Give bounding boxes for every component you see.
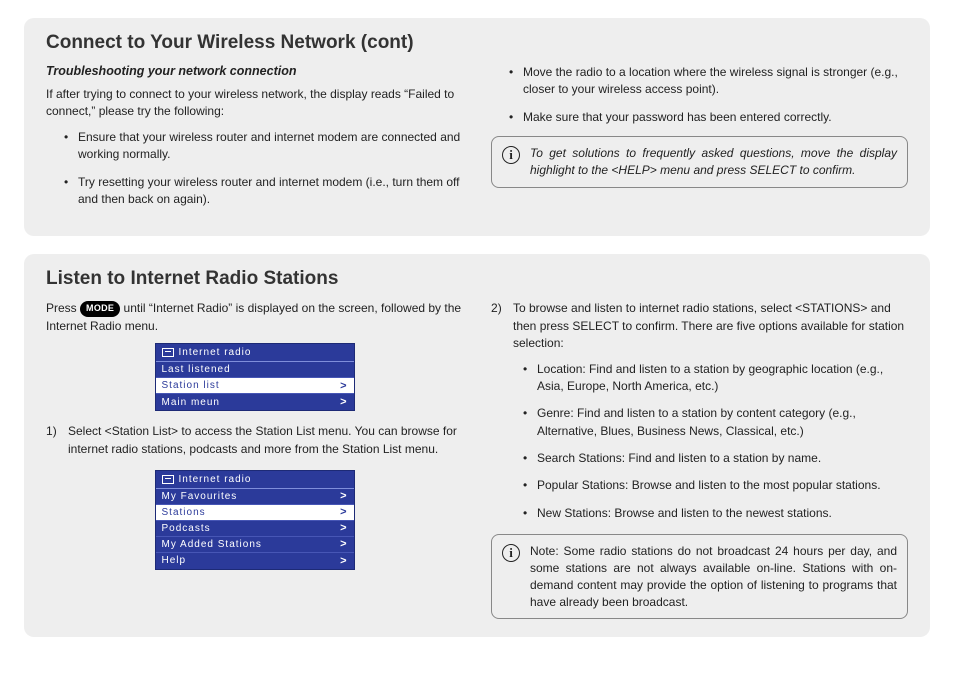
- radio-row-label: Podcasts: [162, 523, 211, 534]
- chevron-right-icon: >: [340, 506, 347, 518]
- list-item: Try resetting your wireless router and i…: [64, 174, 463, 209]
- chevron-right-icon: >: [340, 396, 347, 408]
- radio-menu-row: Main meun >: [156, 394, 354, 410]
- station-options-list: Location: Find and listen to a station b…: [513, 361, 908, 523]
- list-item: Move the radio to a location where the w…: [509, 64, 908, 99]
- radio-screen-2: Internet radio My Favourites>Stations>Po…: [155, 470, 355, 570]
- section-heading: Listen to Internet Radio Stations: [46, 268, 908, 290]
- radio-row-label: My Added Stations: [162, 539, 262, 550]
- menu-icon: [162, 475, 174, 484]
- press-pre: Press: [46, 301, 80, 315]
- radio-screen-header: Internet radio: [156, 471, 354, 489]
- steps-list-right: To browse and listen to internet radio s…: [491, 300, 908, 522]
- two-column-layout: Press MODE until “Internet Radio” is dis…: [46, 300, 908, 619]
- radio-row-label: My Favourites: [162, 491, 238, 502]
- radio-row-label: Help: [162, 555, 187, 566]
- info-icon: i: [502, 544, 520, 562]
- step-1: Select <Station List> to access the Stat…: [46, 423, 463, 458]
- troubleshoot-left-list: Ensure that your wireless router and int…: [46, 129, 463, 209]
- menu-icon: [162, 348, 174, 357]
- step-2-intro: To browse and listen to internet radio s…: [513, 301, 904, 350]
- info-text: Note: Some radio stations do not broadca…: [530, 543, 897, 610]
- radio-screen-header: Internet radio: [156, 344, 354, 362]
- radio-menu-row: My Favourites >: [156, 489, 354, 505]
- section-network: Connect to Your Wireless Network (cont) …: [24, 18, 930, 236]
- radio-menu-row: Help >: [156, 553, 354, 569]
- list-item: Ensure that your wireless router and int…: [64, 129, 463, 164]
- radio-menu-row: Last listened: [156, 362, 354, 378]
- radio-row-label: Stations: [162, 507, 206, 518]
- steps-list-left: Select <Station List> to access the Stat…: [46, 423, 463, 458]
- press-mode-text: Press MODE until “Internet Radio” is dis…: [46, 300, 463, 335]
- radio-screen-title: Internet radio: [179, 347, 252, 358]
- two-column-layout: Troubleshooting your network connection …: [46, 64, 908, 218]
- list-item: New Stations: Browse and listen to the n…: [523, 505, 908, 522]
- section-heading: Connect to Your Wireless Network (cont): [46, 32, 908, 54]
- step-2: To browse and listen to internet radio s…: [491, 300, 908, 522]
- chevron-right-icon: >: [340, 380, 347, 392]
- radio-row-label: Station list: [162, 380, 220, 391]
- chevron-right-icon: >: [340, 538, 347, 550]
- radio-row-label: Last listened: [162, 364, 231, 375]
- info-box-note: i Note: Some radio stations do not broad…: [491, 534, 908, 619]
- info-text: To get solutions to frequently asked que…: [530, 145, 897, 179]
- radio-row-label: Main meun: [162, 397, 220, 408]
- list-item: Popular Stations: Browse and listen to t…: [523, 477, 908, 494]
- list-item: Genre: Find and listen to a station by c…: [523, 405, 908, 440]
- list-item: Search Stations: Find and listen to a st…: [523, 450, 908, 467]
- radio-menu-row: Stations >: [156, 505, 354, 521]
- radio-menu-row: Station list >: [156, 378, 354, 394]
- list-item: Make sure that your password has been en…: [509, 109, 908, 126]
- troubleshoot-intro: If after trying to connect to your wirel…: [46, 86, 463, 121]
- mode-button-pill: MODE: [80, 301, 120, 317]
- column-left: Press MODE until “Internet Radio” is dis…: [46, 300, 463, 619]
- column-right: To browse and listen to internet radio s…: [491, 300, 908, 619]
- troubleshoot-right-list: Move the radio to a location where the w…: [491, 64, 908, 126]
- info-icon: i: [502, 146, 520, 164]
- section-internet-radio: Listen to Internet Radio Stations Press …: [24, 254, 930, 637]
- column-right: Move the radio to a location where the w…: [491, 64, 908, 218]
- chevron-right-icon: >: [340, 490, 347, 502]
- info-box-help: i To get solutions to frequently asked q…: [491, 136, 908, 188]
- chevron-right-icon: >: [340, 555, 347, 567]
- radio-menu-row: My Added Stations >: [156, 537, 354, 553]
- radio-menu-row: Podcasts >: [156, 521, 354, 537]
- list-item: Location: Find and listen to a station b…: [523, 361, 908, 396]
- radio-screen-title: Internet radio: [179, 474, 252, 485]
- column-left: Troubleshooting your network connection …: [46, 64, 463, 218]
- troubleshoot-subhead: Troubleshooting your network connection: [46, 64, 463, 78]
- chevron-right-icon: >: [340, 522, 347, 534]
- radio-screen-1: Internet radio Last listened Station list…: [155, 343, 355, 411]
